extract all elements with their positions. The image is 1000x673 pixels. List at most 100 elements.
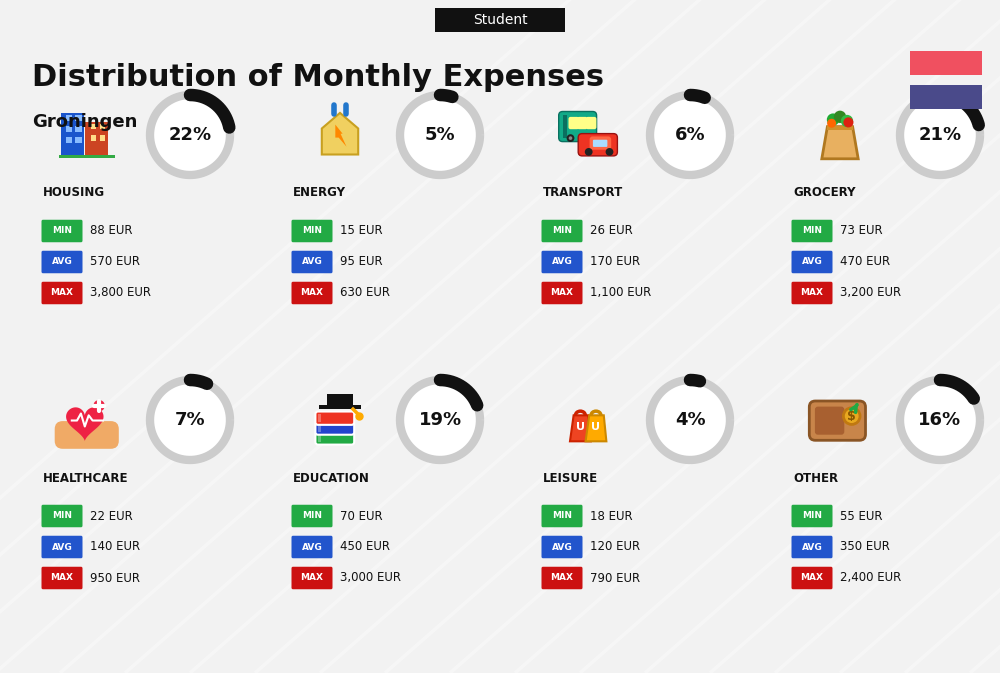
Polygon shape [66,407,104,441]
Text: 18 EUR: 18 EUR [590,509,633,522]
Text: 2,400 EUR: 2,400 EUR [840,571,901,584]
Text: AVG: AVG [552,542,572,551]
Text: MAX: MAX [300,289,323,297]
FancyBboxPatch shape [318,414,321,423]
FancyBboxPatch shape [568,117,579,129]
Circle shape [834,110,846,123]
Text: 140 EUR: 140 EUR [90,540,140,553]
Text: 95 EUR: 95 EUR [340,256,383,269]
Text: U: U [591,421,600,431]
Text: MIN: MIN [802,227,822,236]
Text: MIN: MIN [302,227,322,236]
Text: AVG: AVG [302,542,322,551]
FancyBboxPatch shape [542,505,582,527]
Text: 88 EUR: 88 EUR [90,225,132,238]
Text: 26 EUR: 26 EUR [590,225,633,238]
Circle shape [843,117,853,127]
Text: OTHER: OTHER [793,472,838,485]
Text: 4%: 4% [675,411,705,429]
FancyBboxPatch shape [66,115,72,121]
Text: 21%: 21% [918,126,962,144]
FancyBboxPatch shape [100,135,105,141]
Text: MAX: MAX [50,289,74,297]
FancyBboxPatch shape [75,126,82,132]
Text: 950 EUR: 950 EUR [90,571,140,584]
Text: 15 EUR: 15 EUR [340,225,383,238]
FancyBboxPatch shape [291,251,332,273]
Text: AVG: AVG [52,258,72,267]
FancyBboxPatch shape [91,124,96,129]
Text: LEISURE: LEISURE [543,472,598,485]
FancyBboxPatch shape [593,140,607,147]
Circle shape [398,378,482,462]
Text: 350 EUR: 350 EUR [840,540,890,553]
FancyBboxPatch shape [586,117,596,129]
FancyBboxPatch shape [559,112,597,141]
Circle shape [148,93,232,177]
Text: TRANSPORT: TRANSPORT [543,186,623,199]
Text: Student: Student [473,13,527,27]
Text: MAX: MAX [550,573,574,583]
Text: 570 EUR: 570 EUR [90,256,140,269]
FancyBboxPatch shape [319,405,361,409]
FancyBboxPatch shape [42,505,82,527]
FancyBboxPatch shape [291,536,332,558]
Polygon shape [322,113,358,155]
Text: MAX: MAX [50,573,74,583]
FancyBboxPatch shape [542,536,582,558]
Text: AVG: AVG [302,258,322,267]
Text: 3,800 EUR: 3,800 EUR [90,287,151,299]
Text: 55 EUR: 55 EUR [840,509,883,522]
FancyBboxPatch shape [792,567,832,590]
Circle shape [827,118,836,128]
Text: 22%: 22% [168,126,212,144]
FancyBboxPatch shape [42,220,82,242]
FancyBboxPatch shape [542,220,582,242]
FancyBboxPatch shape [910,51,982,75]
Text: ENERGY: ENERGY [293,186,346,199]
FancyBboxPatch shape [435,8,565,32]
Circle shape [648,93,732,177]
Circle shape [827,114,839,126]
Text: U: U [576,421,585,431]
FancyBboxPatch shape [291,505,332,527]
Text: 19%: 19% [418,411,462,429]
Text: MIN: MIN [552,511,572,520]
Text: HEALTHCARE: HEALTHCARE [43,472,128,485]
Text: MAX: MAX [800,573,823,583]
Text: MIN: MIN [802,511,822,520]
Text: AVG: AVG [552,258,572,267]
Text: GROCERY: GROCERY [793,186,856,199]
Circle shape [398,93,482,177]
Text: AVG: AVG [802,542,822,551]
Polygon shape [586,415,606,441]
Text: MIN: MIN [52,227,72,236]
Circle shape [93,400,105,411]
Text: 630 EUR: 630 EUR [340,287,390,299]
FancyBboxPatch shape [792,282,832,304]
Text: 6%: 6% [675,126,705,144]
Text: Distribution of Monthly Expenses: Distribution of Monthly Expenses [32,63,604,92]
FancyBboxPatch shape [827,126,853,130]
Polygon shape [335,125,347,147]
Text: 170 EUR: 170 EUR [590,256,640,269]
FancyBboxPatch shape [577,117,588,129]
FancyBboxPatch shape [563,116,567,137]
Text: 120 EUR: 120 EUR [590,540,640,553]
Circle shape [148,378,232,462]
FancyBboxPatch shape [542,567,582,590]
FancyBboxPatch shape [55,421,119,449]
FancyBboxPatch shape [327,394,353,405]
FancyBboxPatch shape [42,567,82,590]
FancyBboxPatch shape [792,505,832,527]
Circle shape [648,378,732,462]
Text: 73 EUR: 73 EUR [840,225,883,238]
Polygon shape [570,415,591,441]
FancyBboxPatch shape [318,424,321,432]
FancyBboxPatch shape [315,411,354,425]
Text: MIN: MIN [552,227,572,236]
FancyBboxPatch shape [42,536,82,558]
FancyBboxPatch shape [792,220,832,242]
Text: Groningen: Groningen [32,113,137,131]
Text: MIN: MIN [52,511,72,520]
